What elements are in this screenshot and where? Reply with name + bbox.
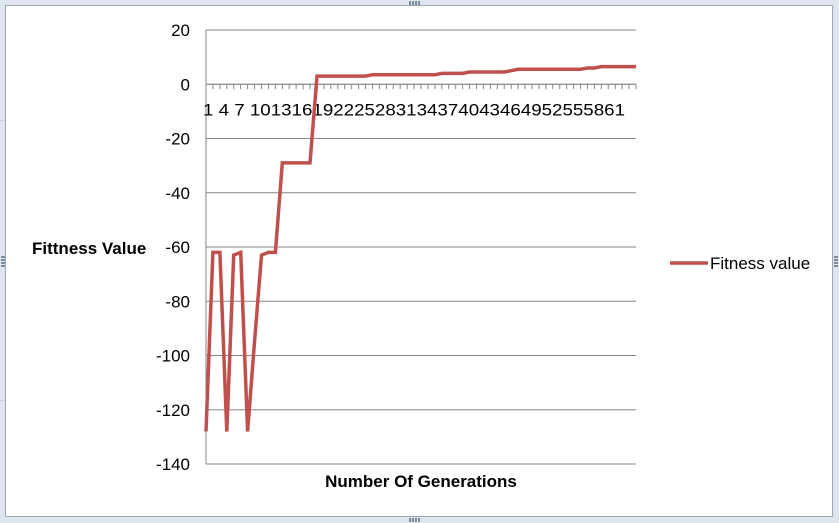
y-tick-label: -40	[165, 184, 190, 203]
chart-area[interactable]: 20 0 -20 -40 -60 -80 -100 -120 -140 1 4 7 101316…	[5, 5, 833, 517]
legend[interactable]: Fitness value	[670, 254, 810, 273]
legend-label: Fitness value	[710, 254, 810, 273]
gridlines	[205, 29, 636, 465]
resize-handle-right[interactable]	[834, 255, 838, 267]
y-tick-label: 0	[181, 75, 190, 94]
resize-handle-bottom[interactable]	[409, 518, 421, 522]
x-tick-labels: 1 4 7 1013161922252831343740434649525558…	[203, 100, 625, 119]
x-tick-marks	[205, 84, 637, 90]
chart-svg: 20 0 -20 -40 -60 -80 -100 -120 -140 1 4 7 101316…	[32, 21, 810, 491]
y-tick-label: 20	[171, 21, 190, 40]
y-tick-label: -80	[165, 292, 190, 311]
y-tick-label: -20	[165, 130, 190, 149]
y-tick-label: -140	[156, 455, 190, 474]
series-points	[205, 66, 637, 432]
y-tick-label: -120	[156, 401, 190, 420]
resize-handle-top[interactable]	[409, 1, 421, 5]
x-axis-label: Number Of Generations	[325, 472, 517, 491]
y-tick-label: -60	[165, 238, 190, 257]
resize-handle-left[interactable]	[1, 255, 5, 267]
series-line-fitness[interactable]	[204, 64, 636, 432]
y-tick-label: -100	[156, 347, 190, 366]
y-axis-label: Fittness Value	[32, 239, 146, 258]
y-tick-labels: 20 0 -20 -40 -60 -80 -100 -120 -140	[156, 21, 190, 474]
sheet-gridline	[0, 400, 5, 401]
sheet-gridline	[0, 120, 5, 121]
